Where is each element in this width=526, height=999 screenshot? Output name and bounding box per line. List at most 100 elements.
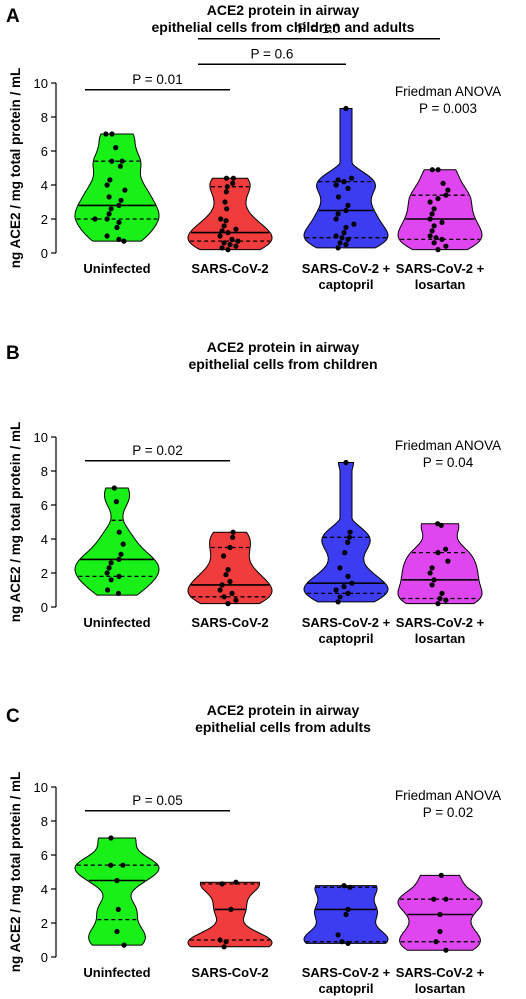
data-point	[221, 240, 227, 246]
data-point	[333, 182, 339, 188]
data-point	[114, 928, 120, 935]
data-point	[435, 521, 441, 527]
data-point	[224, 184, 230, 190]
data-point	[114, 224, 120, 231]
data-point	[217, 233, 223, 239]
data-point	[219, 881, 225, 887]
x-category-label: SARS-CoV-2	[191, 965, 268, 980]
data-point	[346, 534, 352, 540]
data-point	[120, 541, 126, 547]
data-point	[341, 230, 347, 236]
anova-annotation: Friedman ANOVA	[395, 438, 501, 453]
data-point	[118, 551, 124, 557]
x-category-label: SARS-CoV-2 +	[302, 615, 391, 630]
x-category-label: Uninfected	[83, 615, 150, 630]
data-point	[235, 238, 241, 244]
data-point	[333, 233, 339, 239]
data-point	[221, 944, 227, 950]
anova-annotation: P = 0.04	[423, 455, 474, 470]
data-point	[445, 558, 451, 564]
data-point	[116, 202, 122, 208]
data-point	[108, 862, 114, 868]
data-point	[120, 862, 126, 868]
data-point	[333, 216, 339, 222]
chart-title: ACE2 protein in airway	[207, 2, 360, 18]
data-point	[109, 131, 115, 137]
data-point	[116, 529, 122, 535]
data-point	[343, 911, 349, 918]
data-point	[228, 906, 234, 913]
y-tick-label: 0	[41, 950, 48, 965]
data-point	[103, 131, 109, 137]
data-point	[121, 942, 127, 948]
data-point	[108, 560, 114, 566]
data-point	[440, 180, 446, 186]
y-tick-label: 10	[34, 76, 48, 91]
data-point	[345, 906, 351, 913]
data-point	[438, 872, 444, 879]
data-point	[345, 236, 351, 242]
data-point	[345, 590, 351, 597]
data-point	[118, 197, 124, 203]
data-point	[107, 177, 113, 183]
x-category-label: captopril	[319, 277, 374, 292]
data-point	[429, 582, 435, 588]
x-category-label: captopril	[319, 981, 374, 996]
data-point	[230, 180, 236, 186]
p-value-label: P = 0.6	[251, 46, 294, 61]
data-point	[439, 236, 445, 242]
chart-title: epithelial cells from children and adult…	[152, 19, 415, 35]
data-point	[106, 211, 112, 217]
data-point	[224, 206, 230, 212]
panel-letter: B	[6, 343, 20, 364]
data-point	[343, 207, 349, 214]
data-point	[227, 241, 233, 248]
data-point	[217, 587, 223, 593]
violin-2	[303, 108, 389, 249]
data-point	[431, 577, 437, 583]
y-axis-label: ng ACE2 / mg total protein / mL	[8, 68, 23, 269]
data-point	[221, 223, 227, 229]
x-category-label: SARS-CoV-2	[191, 615, 268, 630]
data-point	[431, 223, 437, 229]
chart-title: ACE2 protein in airway	[207, 339, 360, 355]
data-point	[427, 216, 433, 222]
data-point	[443, 243, 449, 249]
data-point	[116, 236, 122, 242]
data-point	[345, 539, 351, 546]
data-point	[343, 224, 349, 231]
x-category-label: Uninfected	[83, 965, 150, 980]
panel-letter: C	[6, 706, 20, 727]
data-point	[229, 590, 235, 597]
data-point	[443, 896, 449, 902]
violin-3	[397, 523, 483, 605]
data-point	[230, 534, 236, 540]
y-tick-label: 8	[41, 110, 48, 125]
y-tick-label: 8	[41, 814, 48, 829]
data-point	[114, 877, 120, 884]
data-point	[219, 228, 225, 234]
data-point	[227, 578, 233, 585]
y-tick-label: 10	[34, 780, 48, 795]
data-point	[233, 243, 239, 249]
data-point	[335, 211, 341, 217]
data-point	[223, 218, 229, 224]
data-point	[219, 245, 225, 251]
data-point	[109, 158, 115, 164]
data-point	[342, 550, 348, 556]
data-point	[122, 187, 128, 193]
x-category-label: SARS-CoV-2 +	[396, 261, 485, 276]
data-point	[113, 499, 119, 505]
data-point	[108, 835, 114, 841]
p-value-label: P = 1.0	[298, 21, 341, 36]
data-point	[233, 597, 239, 603]
y-tick-label: 4	[41, 882, 48, 897]
data-point	[116, 573, 122, 580]
data-point	[221, 553, 227, 559]
data-point	[115, 906, 121, 913]
p-value-label: P = 0.05	[132, 793, 182, 808]
data-point	[230, 175, 236, 181]
p-value-label: P = 0.01	[132, 72, 182, 87]
